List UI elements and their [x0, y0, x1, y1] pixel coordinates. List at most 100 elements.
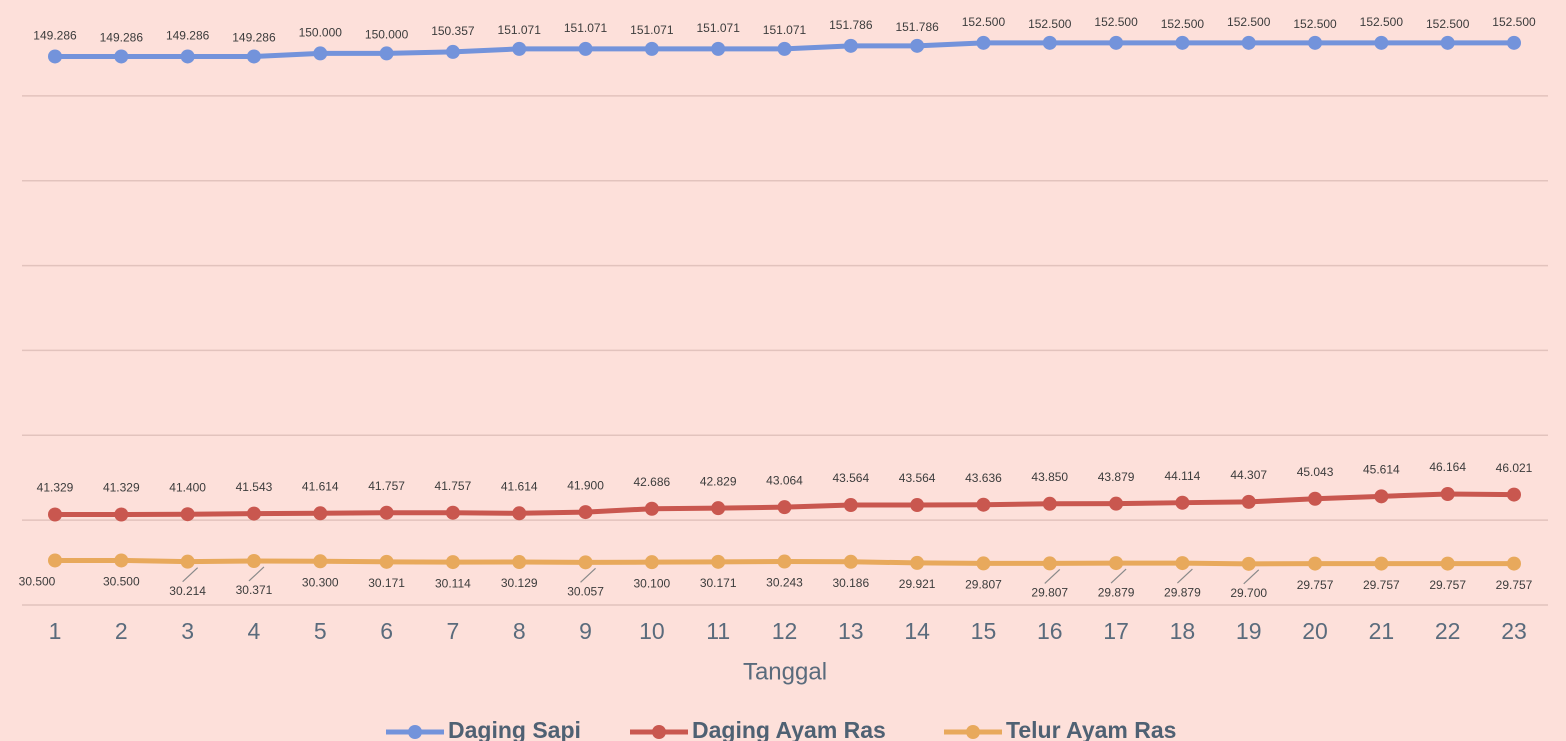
x-tick-label: 6 — [380, 618, 393, 644]
data-label: 150.000 — [365, 28, 409, 42]
data-label: 30.300 — [302, 575, 339, 589]
x-tick-label: 11 — [706, 618, 730, 644]
point — [246, 506, 261, 521]
data-label: 43.564 — [899, 471, 936, 485]
data-label: 151.786 — [895, 20, 939, 34]
data-label: 151.071 — [630, 23, 674, 37]
point — [843, 498, 858, 513]
point — [1374, 556, 1389, 571]
x-tick-label: 1 — [49, 618, 62, 644]
data-label: 152.500 — [1492, 15, 1536, 29]
data-label: 42.686 — [634, 475, 671, 489]
point — [777, 500, 792, 515]
data-label: 41.400 — [169, 480, 206, 494]
point — [578, 555, 593, 570]
x-tick-label: 2 — [115, 618, 128, 644]
data-label: 41.614 — [501, 479, 538, 493]
data-label: 43.636 — [965, 471, 1002, 485]
point — [246, 49, 261, 64]
point — [1507, 556, 1521, 571]
point — [313, 46, 328, 61]
point — [976, 35, 991, 50]
leader-line — [1044, 568, 1061, 584]
point — [711, 501, 726, 516]
point — [578, 41, 593, 56]
legend-marker — [966, 725, 980, 739]
data-label: 29.700 — [1230, 586, 1267, 600]
data-label: 41.329 — [103, 481, 140, 495]
data-label: 30.114 — [435, 576, 471, 590]
data-label: 46.021 — [1496, 461, 1533, 475]
data-label: 43.564 — [832, 471, 869, 485]
x-tick-label: 22 — [1435, 618, 1461, 644]
point — [644, 501, 659, 516]
data-label: 30.057 — [567, 585, 604, 599]
x-tick-label: 14 — [904, 618, 930, 644]
point — [445, 505, 460, 520]
x-tick-label: 9 — [579, 618, 592, 644]
data-label: 30.129 — [501, 576, 538, 590]
x-tick-label: 10 — [639, 618, 665, 644]
point — [1308, 35, 1323, 50]
point — [313, 506, 328, 521]
point — [1109, 496, 1124, 511]
data-label: 152.500 — [1293, 17, 1337, 31]
point — [379, 46, 394, 61]
x-tick-label: 19 — [1236, 618, 1262, 644]
data-label: 44.307 — [1230, 468, 1267, 482]
point — [1374, 489, 1389, 504]
point — [1308, 556, 1323, 571]
x-tick-label: 3 — [181, 618, 194, 644]
leader-line — [1110, 568, 1127, 584]
point — [976, 497, 991, 512]
point — [48, 553, 62, 568]
legend-label: Daging Ayam Ras — [692, 717, 886, 741]
data-label: 30.100 — [634, 576, 671, 590]
data-label: 29.879 — [1164, 585, 1201, 599]
leader-line — [1243, 569, 1260, 585]
point — [1308, 491, 1323, 506]
point — [48, 49, 62, 64]
point — [1507, 487, 1521, 502]
data-label: 151.071 — [498, 23, 542, 37]
data-label: 150.000 — [299, 26, 343, 40]
data-label: 152.500 — [1426, 17, 1470, 31]
point — [578, 505, 593, 520]
point — [114, 553, 129, 568]
data-label: 150.357 — [431, 24, 475, 38]
data-label: 30.371 — [236, 583, 273, 597]
data-label: 151.071 — [763, 23, 807, 37]
leader-line — [1176, 568, 1193, 584]
point — [1241, 556, 1256, 571]
data-label: 41.900 — [567, 478, 604, 492]
data-label: 29.807 — [1031, 586, 1068, 600]
point — [1374, 35, 1389, 50]
point — [843, 554, 858, 569]
data-label: 30.171 — [368, 576, 405, 590]
x-tick-label: 15 — [971, 618, 997, 644]
data-label: 152.500 — [1094, 15, 1138, 29]
point — [1440, 486, 1455, 501]
point — [976, 556, 991, 571]
point — [1109, 556, 1124, 571]
legend-marker — [408, 725, 422, 739]
x-axis-label: Tanggal — [743, 658, 827, 685]
data-label: 151.786 — [829, 18, 873, 32]
point — [512, 41, 527, 56]
x-tick-label: 7 — [447, 618, 460, 644]
data-label: 151.071 — [564, 21, 608, 35]
data-label: 29.807 — [965, 578, 1002, 592]
point — [1175, 495, 1190, 510]
data-label: 30.214 — [169, 584, 206, 598]
point — [512, 555, 527, 570]
data-label: 30.243 — [766, 576, 803, 590]
point — [644, 41, 659, 56]
point — [379, 505, 394, 520]
legend-label: Daging Sapi — [448, 717, 581, 741]
point — [1042, 556, 1057, 571]
point — [180, 507, 195, 522]
point — [114, 507, 129, 522]
